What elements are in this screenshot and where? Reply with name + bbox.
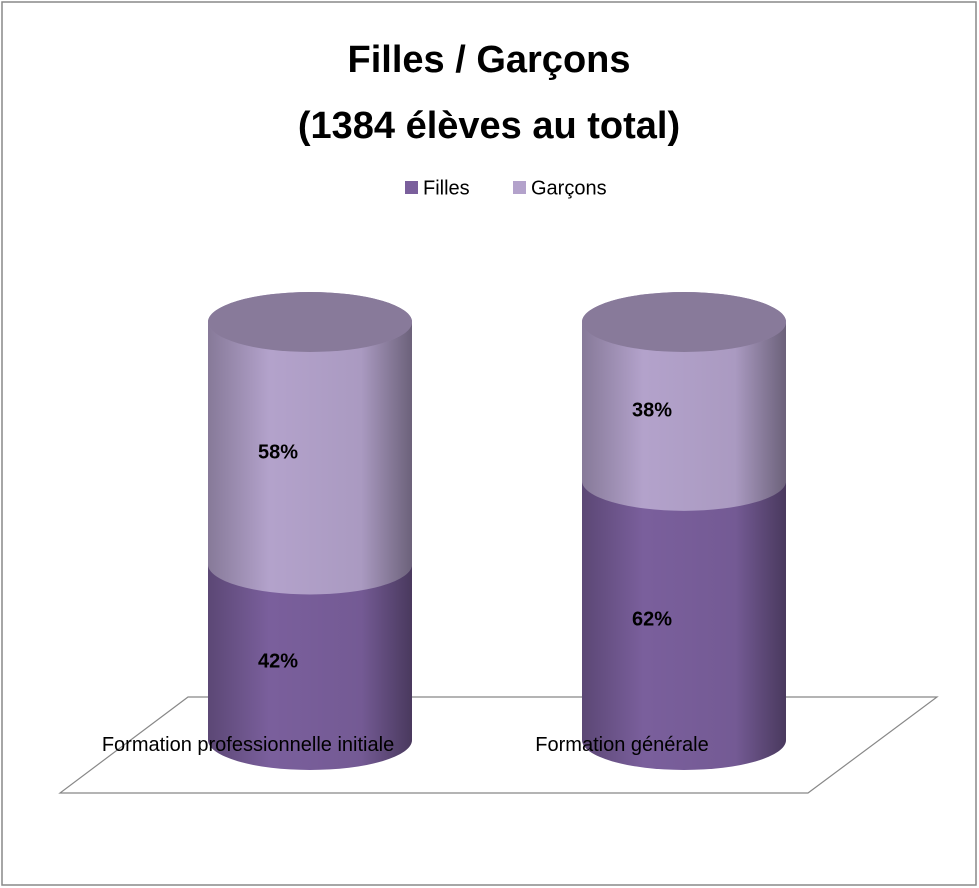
x-tick-label: Formation professionnelle initiale	[101, 734, 395, 756]
data-label: 62%	[632, 609, 672, 631]
cylinder-shade	[208, 534, 412, 770]
cylinder-top-shade	[208, 292, 412, 352]
cylinder-shade	[582, 450, 786, 770]
legend-label: Garçons	[531, 177, 607, 199]
chart-title: Filles / Garçons	[348, 39, 631, 81]
cylinder-shade	[208, 292, 412, 595]
x-tick-label: Formation générale	[535, 734, 709, 756]
legend-label: Filles	[423, 177, 470, 199]
data-label: 38%	[632, 400, 672, 422]
data-label: 58%	[258, 442, 298, 464]
cylinder-top	[582, 292, 786, 352]
legend-swatch	[405, 181, 418, 194]
data-label: 42%	[258, 651, 298, 673]
cylinder-top	[208, 292, 412, 352]
cylinder-top-shade	[582, 292, 786, 352]
chart-title: (1384 élèves au total)	[298, 105, 680, 147]
legend-swatch	[513, 181, 526, 194]
